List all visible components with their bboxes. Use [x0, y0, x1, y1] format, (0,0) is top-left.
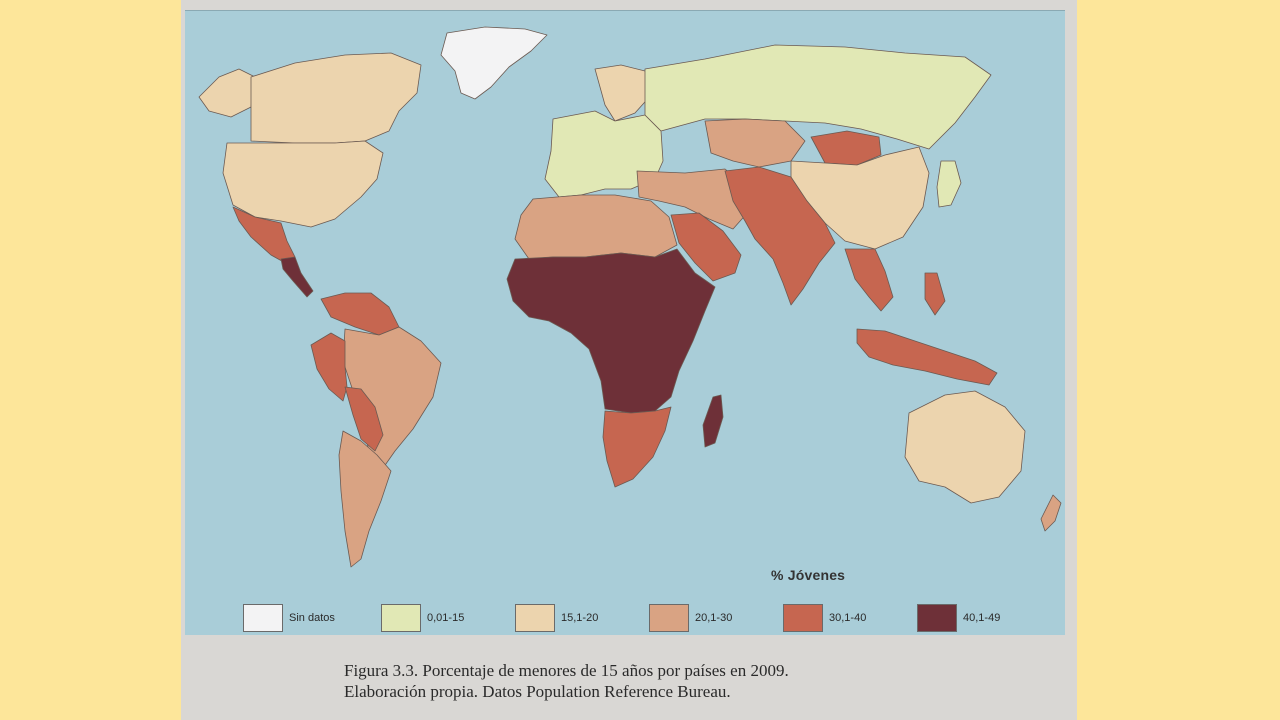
world-map: % Jóvenes Sin datos 0,01-15 15,1-20 20,1…: [185, 10, 1065, 635]
choropleth-map: [198, 26, 1062, 568]
region-middle-east: [636, 168, 750, 230]
region-philippines: [924, 272, 946, 316]
legend-swatch: [515, 604, 555, 632]
region-canada: [250, 52, 422, 144]
region-north-africa: [514, 194, 678, 260]
region-scandinavia: [594, 64, 654, 122]
region-madagascar: [702, 394, 724, 448]
legend-label: 0,01-15: [427, 612, 465, 624]
legend-label: 15,1-20: [561, 612, 599, 624]
region-central-asia: [704, 118, 806, 168]
region-indonesia: [856, 328, 998, 386]
region-alaska: [198, 68, 256, 118]
region-southeast-asia: [844, 248, 894, 312]
caption-line-1: Figura 3.3. Porcentaje de menores de 15 …: [344, 661, 789, 680]
legend-label: Sin datos: [289, 612, 335, 624]
region-australia: [904, 390, 1026, 504]
legend-swatch: [917, 604, 957, 632]
legend-swatch: [783, 604, 823, 632]
region-south-america-north: [320, 292, 400, 336]
legend-swatch: [381, 604, 421, 632]
region-sub-saharan-africa: [506, 248, 716, 414]
legend-title: % Jóvenes: [771, 567, 846, 583]
legend-label: 40,1-49: [963, 612, 1001, 624]
region-argentina-chile: [338, 430, 392, 568]
region-central-america: [280, 256, 314, 298]
legend-swatch: [649, 604, 689, 632]
legend-label: 20,1-30: [695, 612, 733, 624]
region-arabian-peninsula: [670, 212, 742, 282]
region-southern-africa: [602, 406, 672, 488]
region-india-pakistan: [724, 166, 836, 306]
legend-swatch: [243, 604, 283, 632]
region-japan: [936, 160, 962, 208]
region-greenland: [440, 26, 548, 100]
figure-caption: Figura 3.3. Porcentaje de menores de 15 …: [344, 660, 944, 702]
book-page: % Jóvenes Sin datos 0,01-15 15,1-20 20,1…: [181, 0, 1077, 720]
region-peru: [310, 332, 348, 402]
region-bolivia: [344, 386, 384, 452]
region-united-states: [222, 140, 384, 228]
region-russia: [644, 44, 992, 150]
caption-line-2: Elaboración propia. Datos Population Ref…: [344, 682, 731, 701]
legend-label: 30,1-40: [829, 612, 867, 624]
region-new-zealand: [1040, 494, 1062, 532]
